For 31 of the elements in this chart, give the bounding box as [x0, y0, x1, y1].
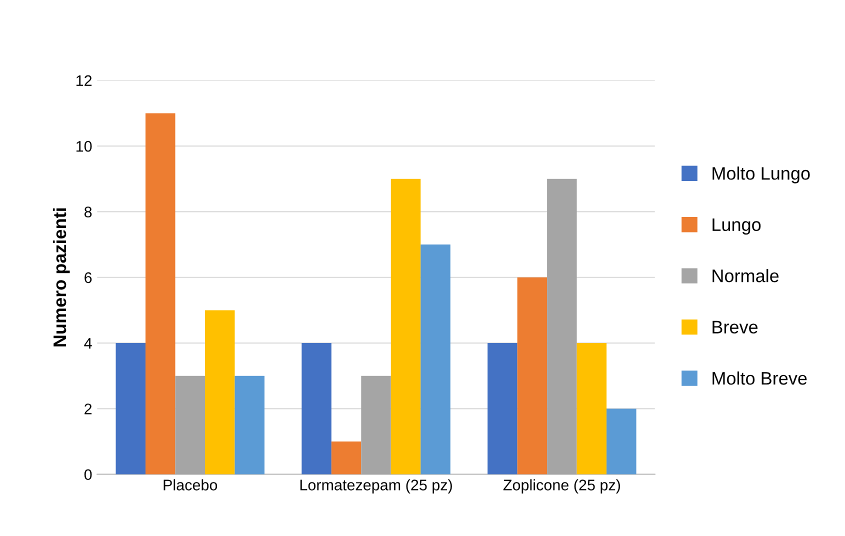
- bar: [146, 113, 176, 474]
- bar: [547, 178, 577, 474]
- y-tick-label: 12: [76, 75, 92, 86]
- bar: [488, 343, 518, 474]
- bar: [517, 277, 548, 474]
- y-axis-title: Numero pazienti: [52, 208, 70, 346]
- bar: [420, 244, 450, 474]
- legend-label: Molto Breve: [712, 371, 807, 385]
- bar: [175, 376, 205, 474]
- legend-label: Normale: [712, 269, 779, 282]
- bar: [576, 343, 607, 474]
- x-tick-label: Lormatezepam (25 pz): [300, 479, 452, 494]
- bar: [302, 343, 332, 474]
- y-tick-label: 2: [84, 404, 92, 414]
- bar: [116, 343, 146, 474]
- y-tick-label: 0: [84, 469, 92, 480]
- y-tick-label: 8: [84, 206, 92, 218]
- bar: [331, 442, 362, 474]
- legend-label: Molto Lungo: [712, 166, 810, 184]
- x-tick-label: Zoplicone (25 pz): [503, 479, 620, 494]
- x-tick-label: Placebo: [164, 479, 218, 490]
- bar: [606, 408, 636, 474]
- bar: [361, 376, 391, 474]
- legend-label: Breve: [712, 320, 758, 334]
- y-tick-label: 6: [84, 272, 92, 284]
- y-tick-label: 4: [84, 338, 92, 349]
- y-tick-label: 10: [76, 140, 92, 152]
- legend-label: Lungo: [712, 218, 761, 235]
- bar: [204, 310, 235, 474]
- bar: [234, 376, 264, 474]
- bar: [390, 178, 421, 474]
